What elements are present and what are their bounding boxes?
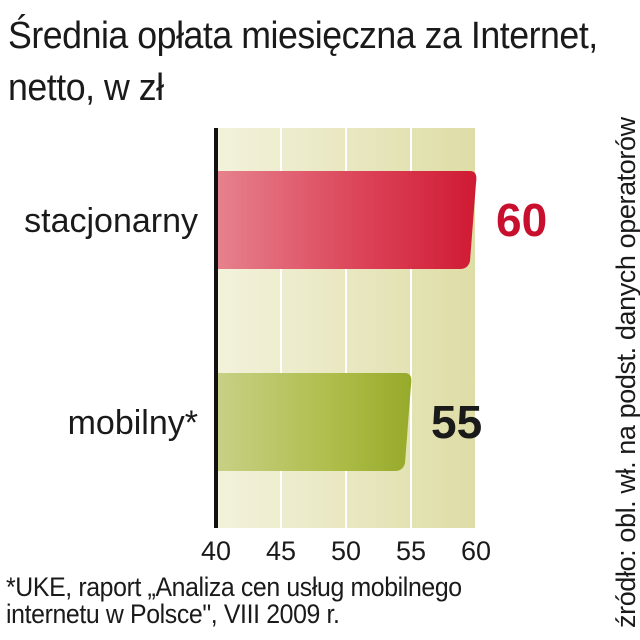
value-label-0: 60	[496, 194, 547, 246]
footnote-line-2: internetu w Polsce", VIII 2009 r.	[6, 599, 340, 629]
x-tick-label-60: 60	[461, 536, 491, 566]
x-tick-label-45: 45	[266, 536, 296, 566]
category-label-1: mobilny*	[68, 404, 198, 442]
category-label-0: stacjonarny	[24, 202, 198, 240]
source-note: źródło: obl. wł. na podst. danych operat…	[611, 117, 640, 628]
chart-title: Średnia opłata miesięczna za Internet, n…	[8, 10, 598, 114]
footnote: *UKE, raport „Analiza cen usług mobilneg…	[6, 574, 549, 628]
bar-1	[216, 373, 412, 471]
footnote-line-1: *UKE, raport „Analiza cen usług mobilneg…	[6, 572, 462, 602]
value-label-1: 55	[431, 396, 482, 448]
x-tick-labels: 40 45 50 55 60	[201, 536, 491, 566]
chart-title-line-1: Średnia opłata miesięczna za Internet,	[8, 15, 598, 57]
bars	[216, 171, 477, 471]
chart-title-line-2: netto, w zł	[8, 67, 164, 109]
x-tick-label-50: 50	[331, 536, 361, 566]
value-labels: 60 55	[431, 194, 547, 448]
bar-0	[216, 171, 477, 269]
x-tick-label-40: 40	[201, 536, 231, 566]
category-labels: stacjonarny mobilny*	[24, 202, 198, 442]
x-tick-label-55: 55	[396, 536, 426, 566]
